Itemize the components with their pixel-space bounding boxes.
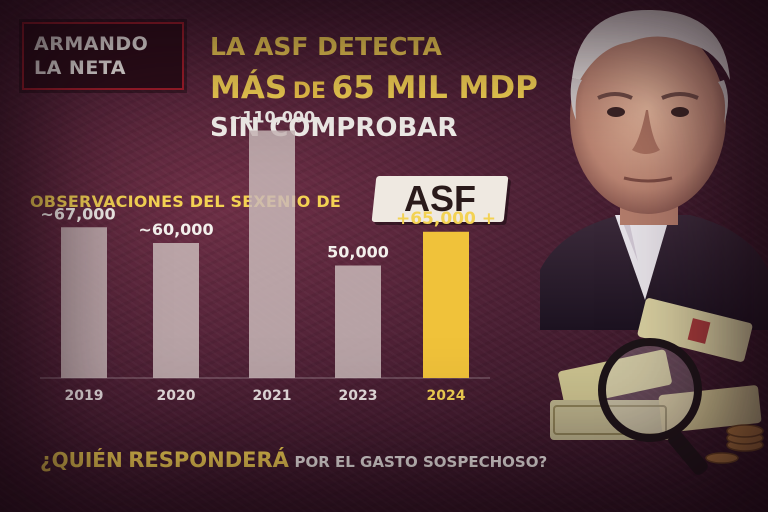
question-part-3: POR EL GASTO SOSPECHOSO? bbox=[294, 453, 548, 471]
headline-line-2: MÁS DE 65 MIL MDP bbox=[210, 70, 538, 106]
tick-label-2020: 2020 bbox=[157, 388, 196, 404]
bar-2019 bbox=[61, 227, 107, 378]
tick-label-2019: 2019 bbox=[65, 388, 104, 404]
brand-line-2: LA NETA bbox=[34, 57, 126, 79]
headline-amount: 65 MIL MDP bbox=[331, 70, 538, 106]
data-label-2019: ~67,000 bbox=[40, 204, 115, 223]
brand-logo: ARMANDO LA NETA bbox=[22, 22, 184, 90]
data-label-2024: +65,000 + bbox=[396, 209, 496, 229]
headline-de: DE bbox=[292, 79, 327, 104]
question-part-2: RESPONDERÁ bbox=[128, 448, 289, 472]
headline-line-1: LA ASF DETECTA bbox=[210, 32, 442, 61]
money-illustration bbox=[550, 298, 764, 475]
bar-2023 bbox=[335, 265, 381, 378]
bar-2021 bbox=[249, 130, 295, 378]
portrait-illustration bbox=[540, 9, 768, 330]
question-part-1: ¿QUIÉN bbox=[40, 448, 123, 472]
tick-label-2024: 2024 bbox=[427, 388, 466, 404]
bar-2024 bbox=[423, 231, 469, 378]
data-label-2023: 50,000 bbox=[327, 243, 389, 262]
tick-label-2023: 2023 bbox=[339, 388, 378, 404]
question-text: ¿QUIÉN RESPONDERÁ POR EL GASTO SOSPECHOS… bbox=[40, 448, 547, 472]
bar-chart: ~67,000 2019 ~60,000 2020 ~110,000 2021 50,000… bbox=[40, 108, 496, 404]
data-label-2020: ~60,000 bbox=[138, 220, 213, 239]
tick-label-2021: 2021 bbox=[253, 388, 292, 404]
headline-mas: MÁS bbox=[210, 70, 288, 106]
data-label-2021: ~110,000 bbox=[229, 108, 315, 127]
bar-2020 bbox=[153, 243, 199, 378]
brand-line-1: ARMANDO bbox=[34, 33, 149, 55]
